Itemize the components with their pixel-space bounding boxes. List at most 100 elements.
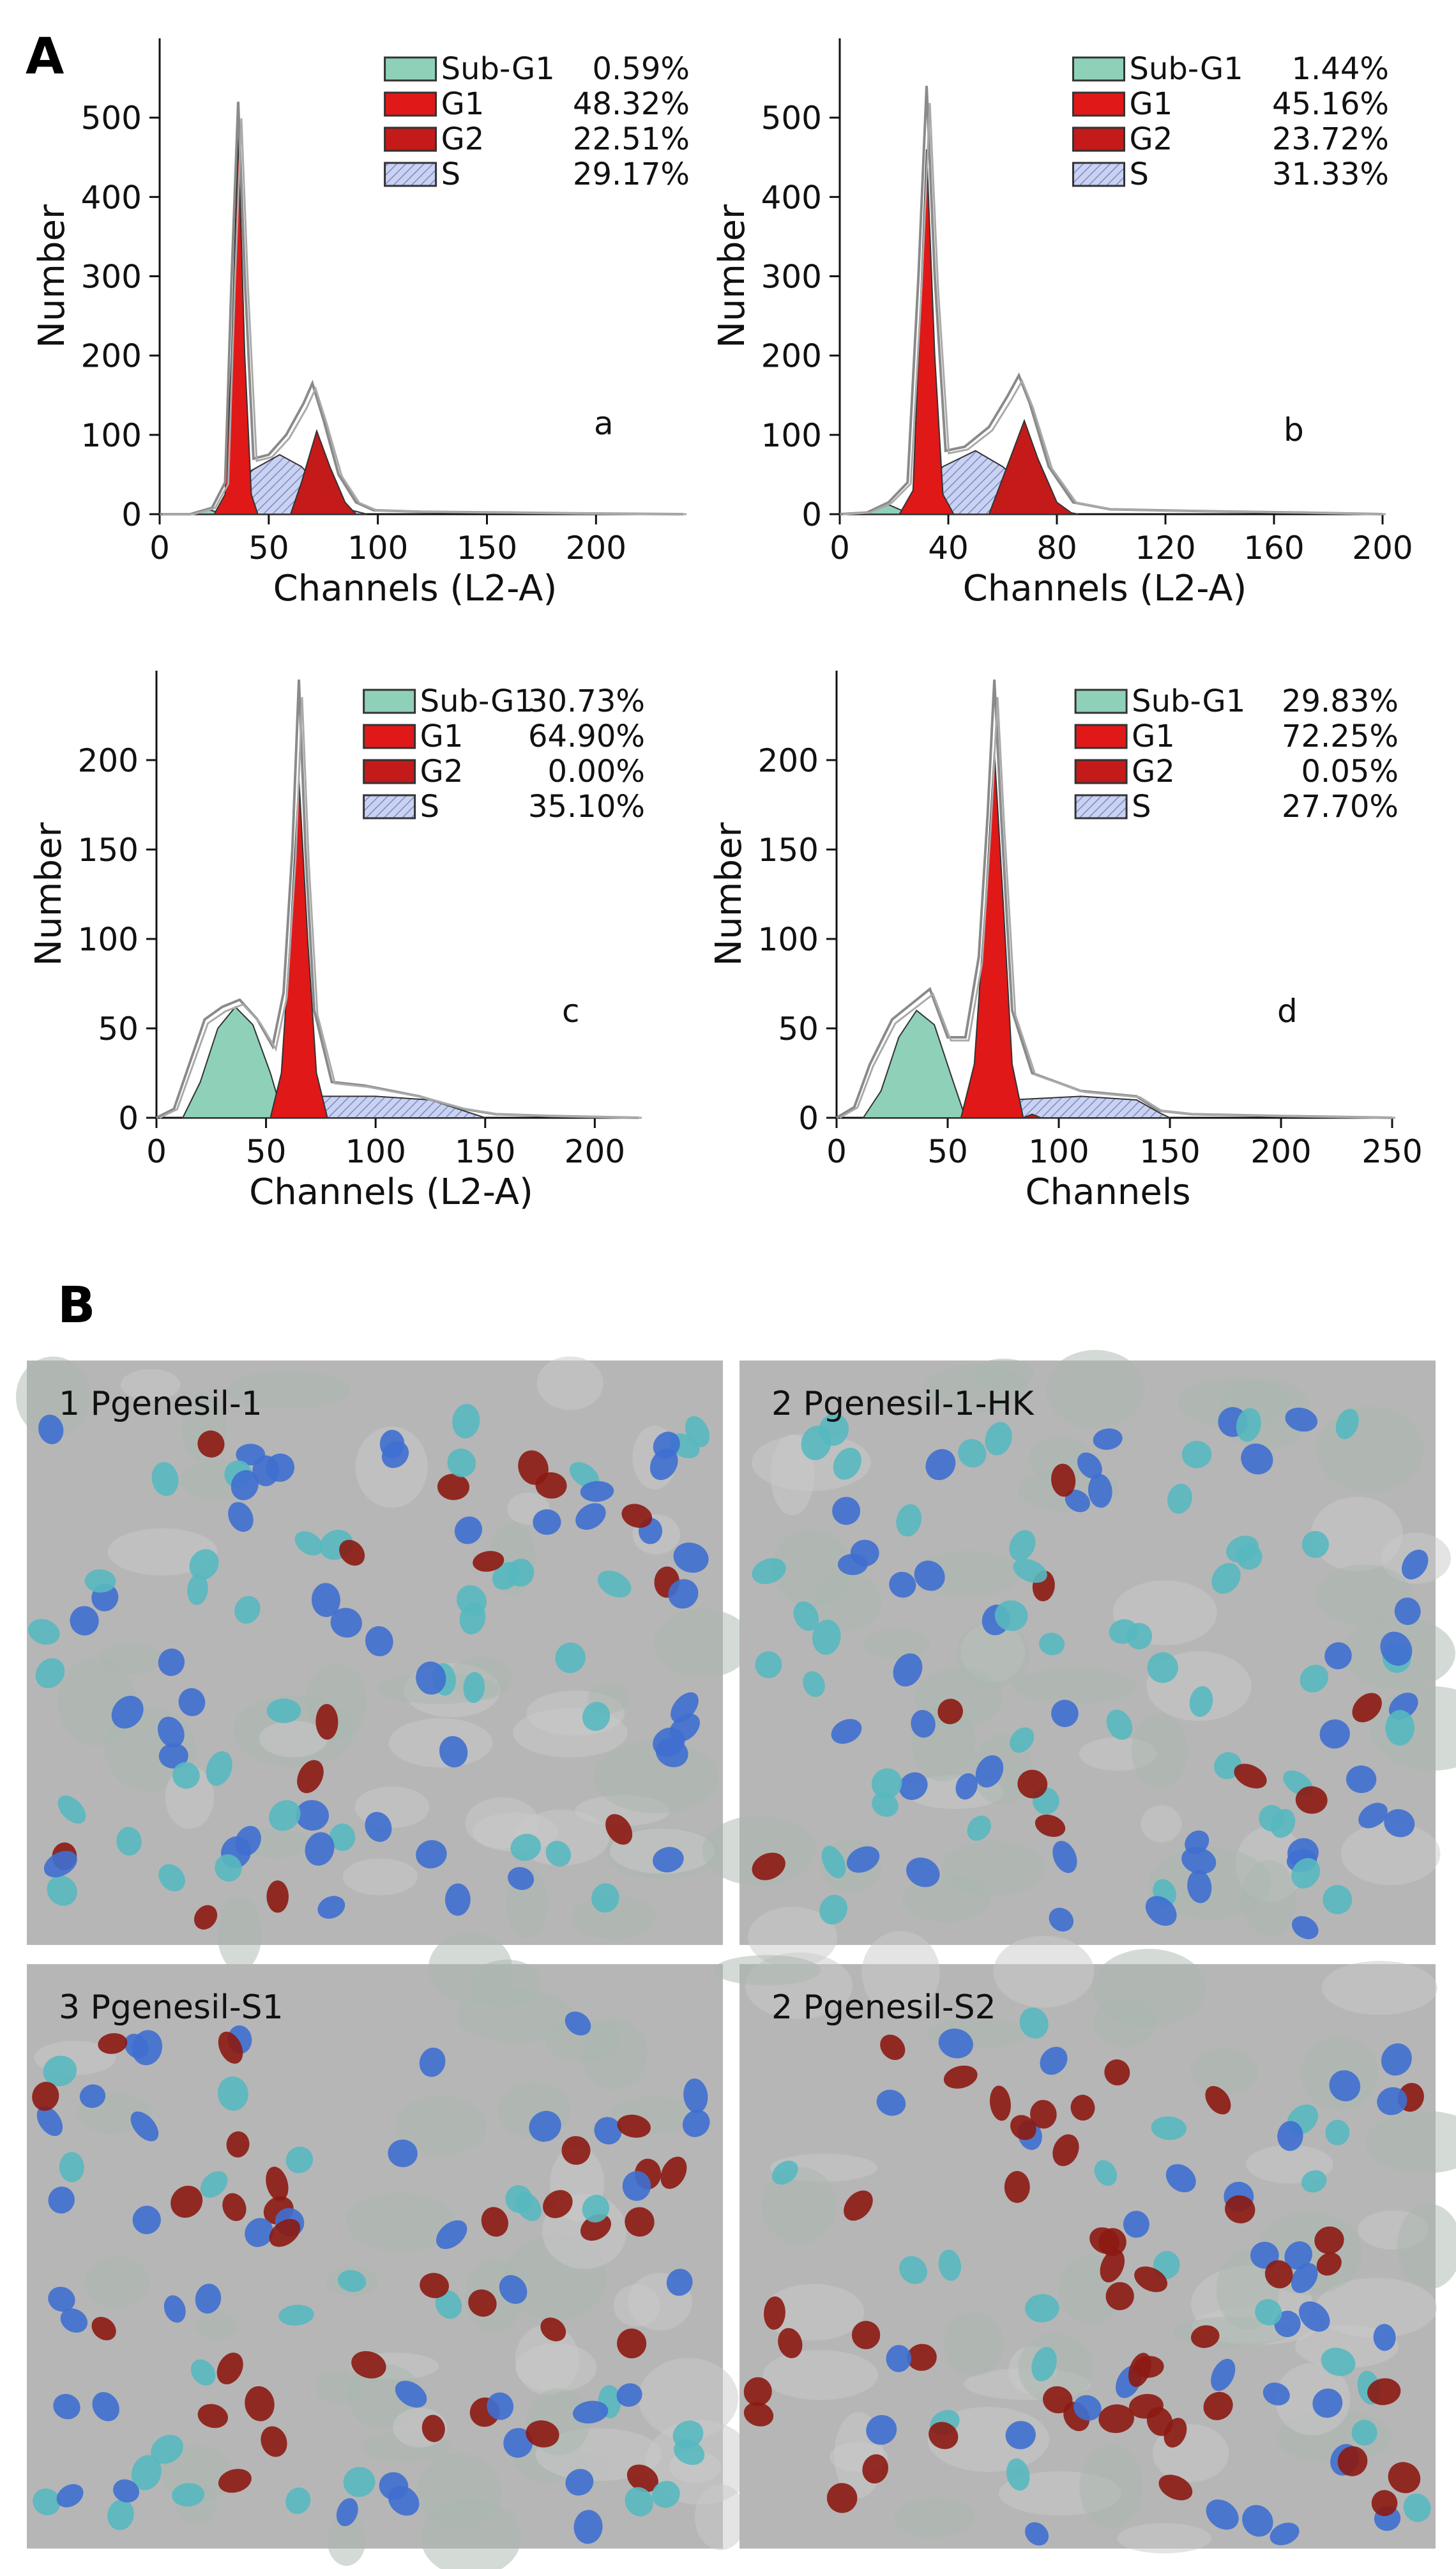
cell-nucleus: [880, 2034, 906, 2061]
cell-nucleus: [132, 2206, 161, 2234]
panel-label-a: A: [26, 28, 64, 86]
cell-nucleus: [1010, 2115, 1036, 2140]
cell-nucleus: [594, 2117, 622, 2145]
tissue-patch: [1321, 1960, 1437, 2015]
tissue-patch: [346, 2363, 423, 2428]
cell-nucleus: [132, 2030, 163, 2066]
subpanel-letter: b: [1284, 411, 1304, 448]
legend-swatch-s: [1072, 162, 1125, 187]
cell-nucleus: [206, 1751, 232, 1786]
legend-swatch-s: [363, 794, 416, 819]
legend-value: 1.44%: [1292, 51, 1389, 87]
cell-nucleus: [803, 1671, 825, 1697]
area-g1: [269, 777, 328, 1118]
cell-nucleus: [379, 2472, 409, 2500]
cell-nucleus: [626, 2464, 658, 2492]
cell-nucleus: [1105, 2282, 1134, 2310]
area-sub-g1: [181, 1005, 285, 1118]
cell-nucleus: [580, 1481, 614, 1502]
cell-nucleus: [967, 1815, 991, 1841]
cell-nucleus: [43, 2055, 77, 2087]
cell-nucleus: [1316, 2252, 1342, 2276]
tissue-patch: [993, 1935, 1095, 2008]
cell-nucleus: [1319, 1719, 1350, 1749]
cell-nucleus: [92, 2392, 119, 2421]
cell-nucleus: [1190, 2325, 1220, 2348]
cell-nucleus: [844, 2190, 873, 2221]
tissue-patch: [861, 1930, 940, 2015]
cell-nucleus: [1019, 2008, 1049, 2039]
cell-nucleus: [35, 1658, 65, 1689]
cell-nucleus: [529, 2110, 561, 2142]
tissue-patch: [1131, 1713, 1188, 1788]
cell-nucleus: [245, 2386, 275, 2421]
legend-swatch-s: [384, 162, 437, 187]
tissue-patch: [581, 2017, 648, 2090]
legend-label: Sub-G1: [1132, 683, 1245, 719]
tissue-patch: [1028, 1437, 1093, 1482]
y-axis-label: Number: [711, 204, 753, 348]
tissue-patch: [456, 1988, 573, 2043]
cell-nucleus: [261, 2426, 287, 2457]
cell-nucleus: [938, 2028, 973, 2059]
x-tick-label: 120: [1135, 530, 1195, 567]
cell-nucleus: [343, 2467, 375, 2497]
cell-nucleus: [1010, 1727, 1035, 1753]
cell-nucleus: [1104, 2059, 1130, 2085]
cell-nucleus: [1300, 1665, 1329, 1693]
y-tick-label: 500: [761, 100, 822, 137]
cell-nucleus: [1358, 1803, 1388, 1829]
tissue-patch: [536, 1356, 603, 1410]
cell-nucleus: [178, 1688, 206, 1716]
tissue-patch: [1117, 2523, 1211, 2554]
cell-nucleus: [1145, 1896, 1177, 1926]
cell-nucleus: [1284, 2241, 1312, 2270]
cell-nucleus: [1073, 2395, 1102, 2421]
cell-nucleus: [437, 1474, 470, 1500]
cell-nucleus: [893, 1653, 923, 1687]
cell-nucleus: [821, 1845, 846, 1879]
x-tick-label: 0: [149, 530, 170, 567]
cell-nucleus: [1187, 1870, 1212, 1903]
micrograph-4: 2 Pgenesil-S2: [713, 1930, 1456, 2554]
tissue-patch: [862, 1628, 930, 1659]
area-g2: [289, 429, 358, 515]
cell-nucleus: [365, 1811, 392, 1842]
cell-nucleus: [53, 2393, 80, 2420]
cell-nucleus: [1403, 2493, 1431, 2522]
cell-nucleus: [580, 2214, 611, 2241]
tissue-patch: [1012, 1667, 1137, 1705]
tissue-patch: [217, 1896, 262, 1971]
cell-nucleus: [197, 1430, 225, 1458]
cell-nucleus: [266, 1453, 295, 1482]
cell-nucleus: [1088, 1474, 1112, 1508]
cell-nucleus: [32, 2082, 59, 2111]
cell-nucleus: [1325, 2119, 1350, 2146]
cell-nucleus: [1051, 1463, 1076, 1497]
x-tick-label: 50: [927, 1133, 968, 1170]
tissue-patch: [1316, 2278, 1437, 2338]
cell-nucleus: [1025, 2294, 1059, 2322]
legend-value: 29.83%: [1282, 683, 1399, 719]
cell-nucleus: [297, 1760, 324, 1794]
cell-nucleus: [379, 1429, 405, 1459]
cell-nucleus: [652, 2480, 680, 2508]
cell-nucleus: [1094, 2160, 1118, 2186]
cell-nucleus: [1394, 1597, 1421, 1626]
tissue-patch: [1316, 1564, 1413, 1626]
cell-nucleus: [1147, 1652, 1178, 1683]
y-tick-label: 300: [761, 259, 822, 296]
legend-label: G1: [1130, 86, 1173, 122]
cell-nucleus: [565, 2469, 594, 2496]
cell-nucleus: [1123, 2211, 1149, 2238]
cell-nucleus: [197, 2404, 229, 2428]
y-axis-label: Number: [708, 822, 750, 966]
tissue-patch: [395, 2095, 487, 2156]
cell-nucleus: [395, 2381, 427, 2408]
cell-nucleus: [666, 2269, 693, 2296]
cell-nucleus: [200, 2171, 228, 2198]
cell-nucleus: [1335, 1408, 1359, 1440]
cell-nucleus: [1211, 1562, 1241, 1594]
cell-nucleus: [555, 1642, 586, 1673]
